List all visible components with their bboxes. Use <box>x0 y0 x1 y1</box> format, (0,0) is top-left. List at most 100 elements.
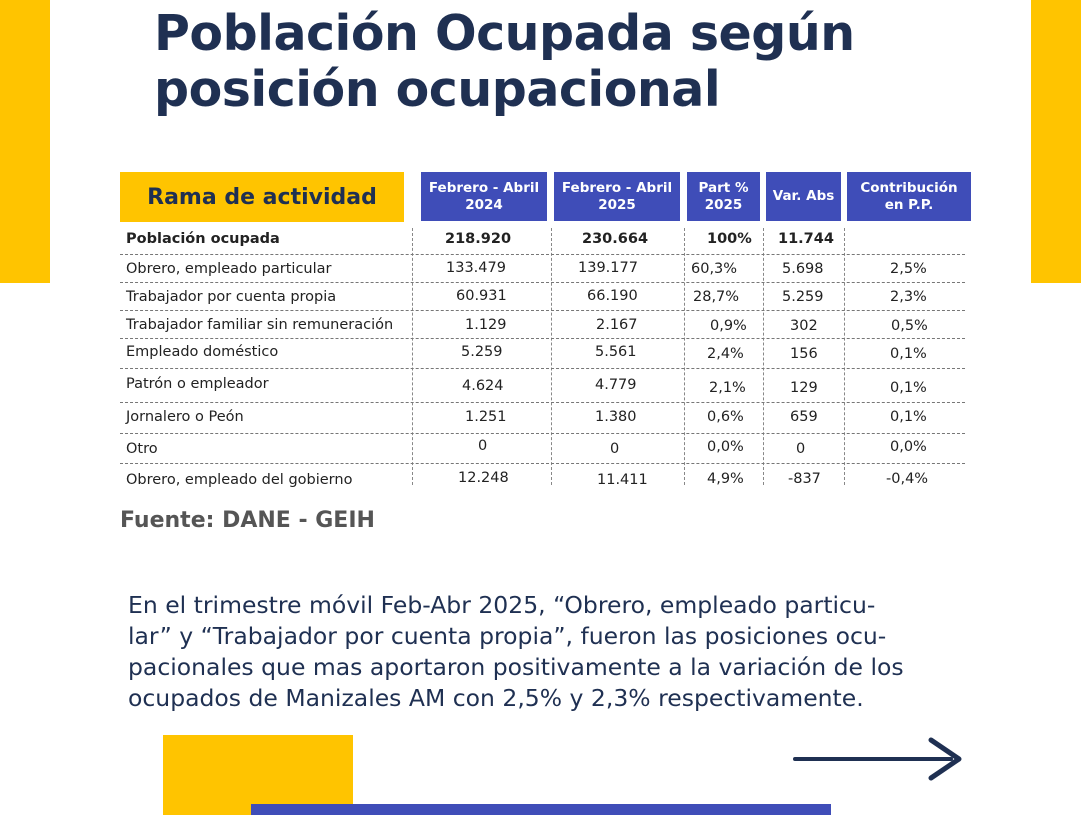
cell-var-abs: 129 <box>790 380 818 396</box>
cell-part-2025: 4,9% <box>707 471 744 487</box>
cell-contribucion: 2,5% <box>890 261 927 277</box>
table-row: Obrero, empleado particular 133.479 139.… <box>120 255 965 283</box>
decor-bar-right <box>1031 0 1081 283</box>
table-row: Trabajador por cuenta propia 60.931 66.1… <box>120 283 965 311</box>
cell-part-2025: 0,6% <box>707 409 744 425</box>
cell-feb-abr-2024: 133.479 <box>446 260 506 276</box>
header-line: en P.P. <box>884 196 934 213</box>
header-line: Contribución <box>860 179 958 196</box>
page-title: Población Ocupada según posición ocupaci… <box>154 6 1014 118</box>
row-divider <box>120 282 965 283</box>
cell-feb-abr-2025: 1.380 <box>595 409 637 425</box>
table-row: Patrón o empleador 4.624 4.779 2,1% 129 … <box>120 369 965 403</box>
paragraph-line: En el trimestre móvil Feb-Abr 2025, “Obr… <box>128 591 876 619</box>
row-label: Obrero, empleado particular <box>126 261 332 277</box>
cell-feb-abr-2024: 1.129 <box>465 317 507 333</box>
cell-var-abs: 0 <box>796 441 806 457</box>
header-line: 2025 <box>598 196 636 213</box>
cell-feb-abr-2025: 66.190 <box>587 288 638 304</box>
table-row: Otro 0 0 0,0% 0 0,0% <box>120 434 965 464</box>
cell-part-2025: 0,0% <box>707 439 744 455</box>
cell-feb-abr-2025: 11.411 <box>597 472 648 488</box>
cell-var-abs: 659 <box>790 409 818 425</box>
cell-var-abs: 302 <box>790 318 818 334</box>
cell-feb-abr-2024: 60.931 <box>456 288 507 304</box>
row-label: Patrón o empleador <box>126 376 269 392</box>
cell-feb-abr-2025: 139.177 <box>578 260 638 276</box>
row-divider <box>120 368 965 369</box>
cell-var-abs: 11.744 <box>778 231 834 247</box>
cell-feb-abr-2024: 0 <box>478 438 488 454</box>
table-row: Empleado doméstico 5.259 5.561 2,4% 156 … <box>120 339 965 369</box>
cell-contribucion: 0,0% <box>890 439 927 455</box>
cell-var-abs: 5.698 <box>782 261 824 277</box>
cell-contribucion: 0,1% <box>890 346 927 362</box>
arrow-right-icon[interactable] <box>793 736 963 784</box>
cell-feb-abr-2025: 230.664 <box>582 231 649 247</box>
title-line-1: Población Ocupada según <box>154 5 855 62</box>
row-divider <box>120 338 965 339</box>
header-contribucion: Contribución en P.P. <box>847 172 971 221</box>
column-divider <box>684 228 685 485</box>
cell-var-abs: 5.259 <box>782 289 824 305</box>
header-feb-abr-2024: Febrero - Abril 2024 <box>421 172 547 221</box>
row-label: Trabajador familiar sin remuneración <box>126 317 394 333</box>
source-note: Fuente: DANE - GEIH <box>120 508 375 533</box>
summary-paragraph: En el trimestre móvil Feb-Abr 2025, “Obr… <box>128 590 988 714</box>
header-line: 2024 <box>465 196 503 213</box>
column-divider <box>763 228 764 485</box>
cell-contribucion: 2,3% <box>890 289 927 305</box>
cell-part-2025: 2,1% <box>709 380 746 396</box>
cell-feb-abr-2025: 2.167 <box>596 317 638 333</box>
row-divider <box>120 402 965 403</box>
header-line: 2025 <box>704 196 743 213</box>
header-var-abs: Var. Abs <box>766 172 841 221</box>
header-part-2025: Part % 2025 <box>687 172 760 221</box>
decor-bar-left <box>0 0 50 283</box>
cell-part-2025: 28,7% <box>693 289 740 305</box>
header-line: Var. Abs <box>772 188 835 204</box>
column-divider <box>412 228 413 485</box>
column-divider <box>844 228 845 485</box>
row-label: Empleado doméstico <box>126 344 279 360</box>
header-feb-abr-2025: Febrero - Abril 2025 <box>554 172 680 221</box>
row-divider <box>120 254 965 255</box>
cell-feb-abr-2025: 4.779 <box>595 377 637 393</box>
decor-block-yellow <box>163 735 353 815</box>
cell-feb-abr-2025: 5.561 <box>595 344 637 360</box>
paragraph-line: ocupados de Manizales AM con 2,5% y 2,3%… <box>128 684 864 712</box>
decor-bar-blue <box>251 804 831 815</box>
cell-feb-abr-2024: 1.251 <box>465 409 507 425</box>
row-divider <box>120 433 965 434</box>
header-line: Part % <box>698 179 749 196</box>
cell-part-2025: 2,4% <box>707 346 744 362</box>
row-label: Jornalero o Peón <box>126 409 244 425</box>
cell-feb-abr-2024: 12.248 <box>458 470 509 486</box>
header-line: Febrero - Abril <box>428 179 540 196</box>
row-label: Otro <box>126 441 158 457</box>
column-divider <box>551 228 552 485</box>
table-row: Trabajador familiar sin remuneración 1.1… <box>120 311 965 339</box>
cell-contribucion: 0,1% <box>890 380 927 396</box>
cell-var-abs: 156 <box>790 346 818 362</box>
cell-var-abs: -837 <box>788 471 821 487</box>
cell-part-2025: 0,9% <box>710 318 747 334</box>
header-line: Febrero - Abril <box>561 179 673 196</box>
row-label: Trabajador por cuenta propia <box>126 289 337 305</box>
cell-feb-abr-2024: 5.259 <box>461 344 503 360</box>
cell-part-2025: 60,3% <box>691 261 738 277</box>
header-rama-actividad: Rama de actividad <box>120 172 404 222</box>
cell-feb-abr-2025: 0 <box>610 441 620 457</box>
cell-feb-abr-2024: 218.920 <box>445 231 512 247</box>
cell-contribucion: -0,4% <box>886 471 929 487</box>
table-row: Población ocupada 218.920 230.664 100% 1… <box>120 228 965 255</box>
cell-contribucion: 0,5% <box>891 318 928 334</box>
title-line-2: posición ocupacional <box>154 61 721 118</box>
cell-contribucion: 0,1% <box>890 409 927 425</box>
row-divider <box>120 310 965 311</box>
paragraph-line: pacionales que mas aportaron positivamen… <box>128 653 904 681</box>
cell-feb-abr-2024: 4.624 <box>462 378 504 394</box>
paragraph-line: lar” y “Trabajador por cuenta propia”, f… <box>128 622 887 650</box>
cell-part-2025: 100% <box>707 231 752 247</box>
row-label: Población ocupada <box>126 231 280 247</box>
